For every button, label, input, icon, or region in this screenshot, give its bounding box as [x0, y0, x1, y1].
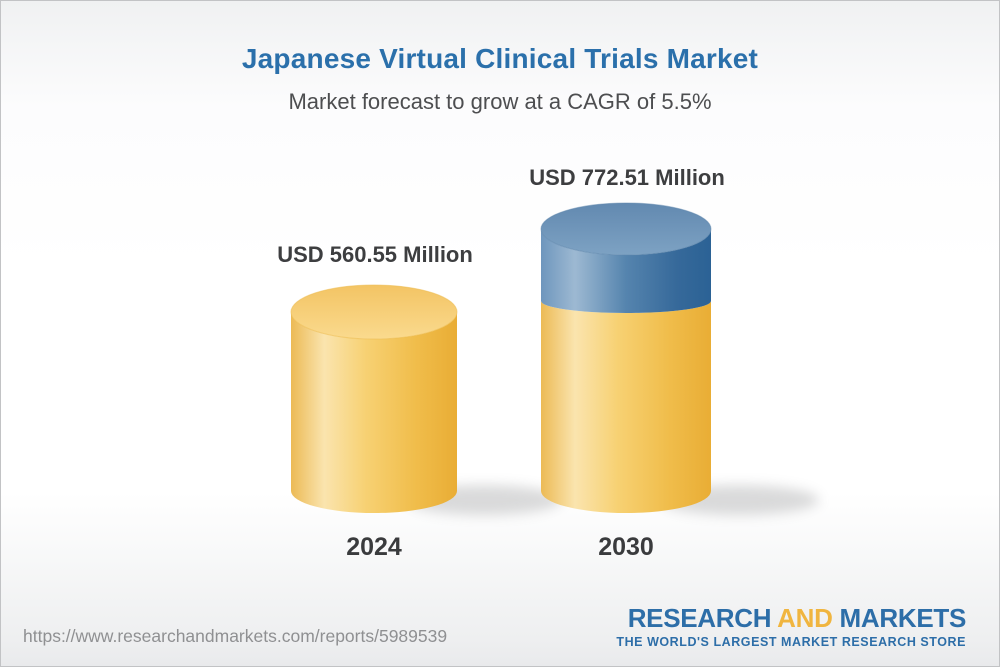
page-title: Japanese Virtual Clinical Trials Market: [241, 43, 759, 74]
bar-2024-body: [291, 312, 457, 513]
bar-2024-top-cap: [290, 284, 458, 340]
bar-2030-growth-segment: [541, 229, 711, 313]
bar-2030-base-segment: [541, 301, 711, 513]
value-label-2024: USD 560.55 Million: [277, 242, 473, 267]
researchandmarkets-logo: RESEARCH AND MARKETS THE WORLD'S LARGEST…: [616, 603, 967, 650]
bar-2030-cylinder: [540, 202, 712, 513]
category-label-2030: 2030: [598, 533, 654, 561]
report-url-link[interactable]: https://www.researchandmarkets.com/repor…: [23, 626, 448, 646]
page-subtitle: Market forecast to grow at a CAGR of 5.5…: [288, 89, 712, 114]
logo-word-research: RESEARCH: [627, 603, 772, 633]
logo-tagline: THE WORLD'S LARGEST MARKET RESEARCH STOR…: [616, 635, 966, 650]
logo-word-markets: MARKETS: [839, 603, 967, 633]
category-label-2024: 2024: [346, 533, 402, 561]
value-label-2030: USD 772.51 Million: [529, 165, 725, 190]
logo-wordmark: RESEARCH AND MARKETS: [616, 603, 967, 633]
bar-2024-cylinder: [290, 284, 458, 513]
logo-word-and: AND: [777, 603, 833, 633]
bar-2030-top-cap: [540, 202, 712, 256]
